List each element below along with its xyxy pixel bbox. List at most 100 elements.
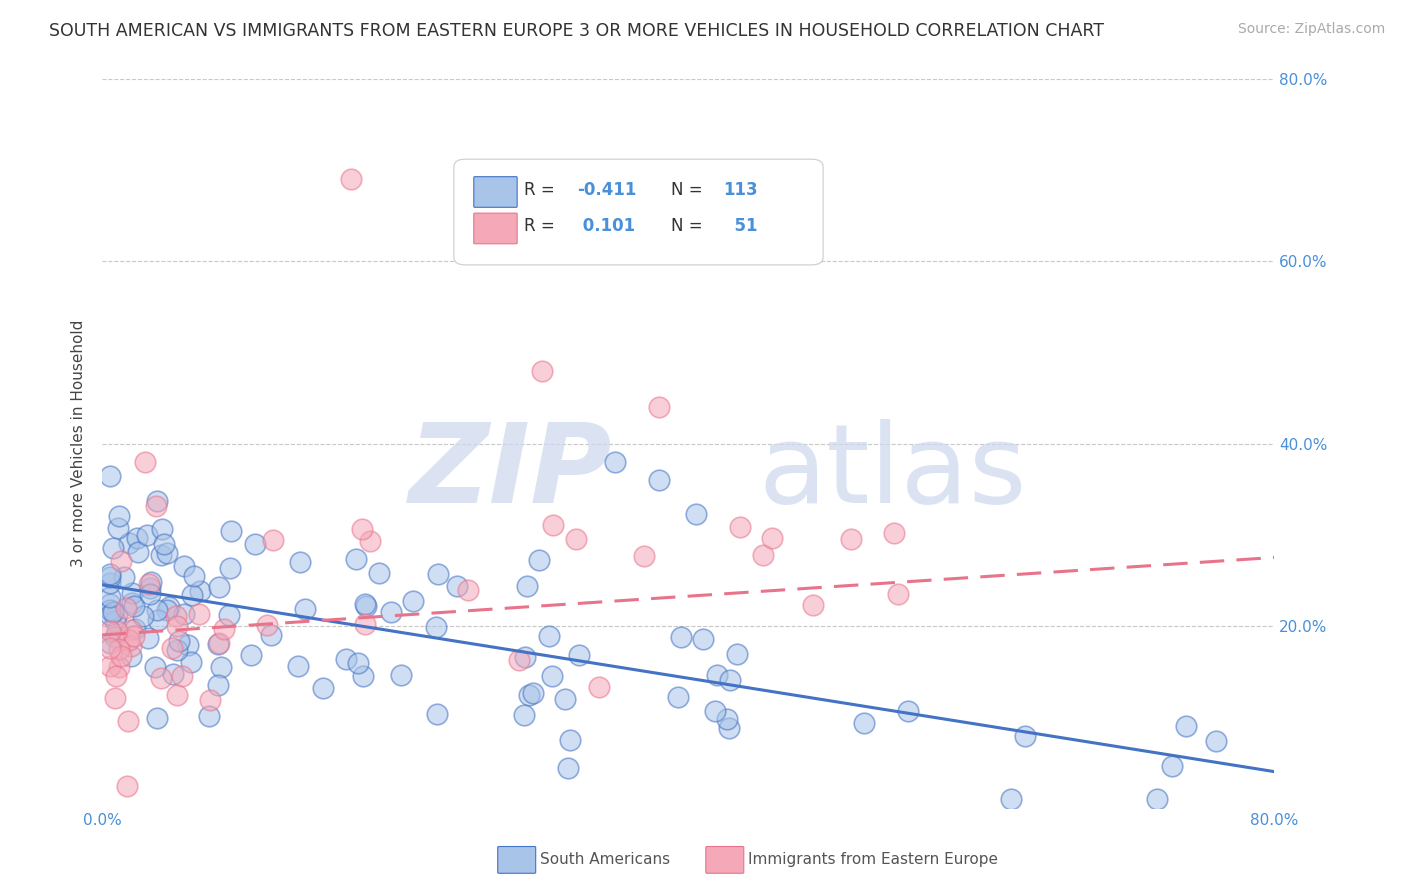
Point bbox=[240, 648, 263, 663]
Point bbox=[508, 653, 530, 667]
Point bbox=[108, 508, 131, 523]
Point bbox=[522, 686, 544, 700]
Point bbox=[153, 536, 176, 550]
Point bbox=[692, 632, 714, 647]
Text: N =: N = bbox=[671, 181, 707, 199]
Point bbox=[207, 678, 229, 692]
Point bbox=[167, 633, 190, 648]
Point bbox=[457, 583, 479, 598]
Point bbox=[188, 607, 211, 621]
Point bbox=[156, 546, 179, 560]
FancyBboxPatch shape bbox=[474, 213, 517, 244]
Point bbox=[517, 688, 540, 702]
Point bbox=[98, 575, 121, 590]
Point bbox=[132, 608, 155, 623]
Point bbox=[198, 709, 221, 723]
Point bbox=[541, 518, 564, 533]
Point bbox=[212, 622, 235, 636]
Point bbox=[1000, 792, 1022, 806]
Point bbox=[127, 531, 149, 545]
Point bbox=[165, 609, 187, 624]
Point bbox=[143, 660, 166, 674]
Point bbox=[134, 455, 156, 469]
Point bbox=[166, 619, 188, 633]
Point bbox=[107, 521, 129, 535]
Point bbox=[200, 693, 222, 707]
Point bbox=[208, 636, 231, 650]
Point bbox=[149, 548, 172, 562]
Point bbox=[98, 607, 121, 622]
Point bbox=[537, 629, 560, 643]
Point bbox=[568, 648, 591, 662]
Point bbox=[110, 554, 132, 568]
Point bbox=[127, 545, 149, 559]
Point bbox=[353, 597, 375, 611]
Point bbox=[98, 603, 121, 617]
Point bbox=[121, 597, 143, 611]
Point bbox=[117, 714, 139, 729]
Point bbox=[883, 526, 905, 541]
Point bbox=[530, 363, 553, 377]
Point bbox=[150, 522, 173, 536]
Text: N =: N = bbox=[671, 218, 707, 235]
Point bbox=[145, 711, 167, 725]
Point bbox=[427, 566, 450, 581]
Point bbox=[262, 533, 284, 548]
Point bbox=[98, 640, 121, 655]
Point bbox=[288, 556, 311, 570]
Point bbox=[120, 623, 142, 637]
Text: 51: 51 bbox=[724, 218, 758, 235]
Point bbox=[380, 605, 402, 619]
Text: South Americans: South Americans bbox=[540, 853, 671, 867]
Point bbox=[287, 658, 309, 673]
Point bbox=[145, 499, 167, 513]
Point bbox=[181, 588, 204, 602]
Point bbox=[207, 580, 229, 594]
Point bbox=[1175, 719, 1198, 733]
Point bbox=[648, 473, 671, 487]
Text: R =: R = bbox=[524, 218, 560, 235]
Point bbox=[1160, 758, 1182, 772]
Text: atlas: atlas bbox=[759, 419, 1028, 526]
Point bbox=[841, 532, 863, 546]
Point bbox=[122, 599, 145, 614]
Point bbox=[344, 551, 367, 566]
Point bbox=[146, 602, 169, 616]
Point bbox=[98, 597, 121, 611]
Point bbox=[138, 576, 160, 591]
Point bbox=[121, 585, 143, 599]
Point bbox=[188, 584, 211, 599]
Point bbox=[359, 533, 381, 548]
Point bbox=[801, 598, 824, 612]
Point bbox=[124, 622, 146, 636]
Point bbox=[166, 688, 188, 702]
Point bbox=[219, 524, 242, 538]
Point bbox=[98, 570, 121, 584]
Point bbox=[138, 587, 160, 601]
Point bbox=[108, 642, 131, 657]
Point bbox=[146, 494, 169, 508]
Y-axis label: 3 or more Vehicles in Household: 3 or more Vehicles in Household bbox=[72, 320, 86, 567]
Text: 113: 113 bbox=[724, 181, 758, 199]
Point bbox=[98, 624, 121, 639]
Point bbox=[98, 567, 121, 582]
Point bbox=[122, 629, 145, 643]
Point bbox=[389, 668, 412, 682]
Point bbox=[565, 533, 588, 547]
Point bbox=[516, 579, 538, 593]
Point bbox=[98, 590, 121, 604]
Text: ZIP: ZIP bbox=[409, 419, 612, 526]
Point bbox=[118, 535, 141, 549]
Point bbox=[110, 648, 132, 663]
Point bbox=[669, 631, 692, 645]
Point bbox=[105, 624, 128, 638]
Point bbox=[718, 721, 741, 735]
Point bbox=[853, 716, 876, 731]
Point bbox=[114, 600, 136, 615]
Point bbox=[259, 628, 281, 642]
Point bbox=[706, 668, 728, 682]
Point bbox=[173, 558, 195, 573]
Point bbox=[218, 607, 240, 622]
Point bbox=[180, 655, 202, 669]
Text: 0.101: 0.101 bbox=[576, 218, 636, 235]
